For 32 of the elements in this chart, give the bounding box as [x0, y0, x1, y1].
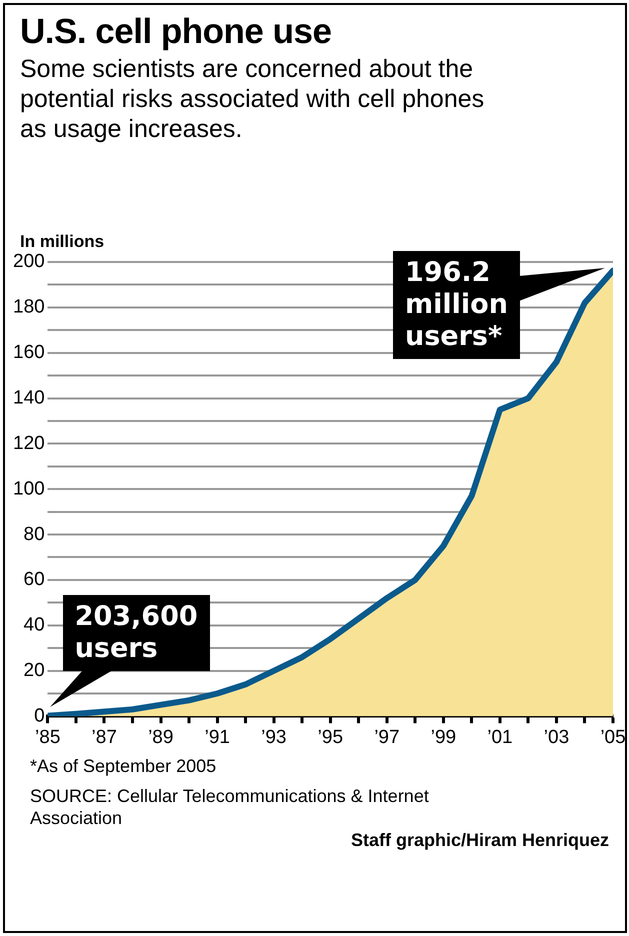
text: *As of September 2005: [30, 755, 216, 777]
speech-callout: 203,600 users: [50, 594, 210, 707]
x-tick-label: ’99: [430, 726, 456, 748]
annotation: 196.2 million users*: [393, 250, 520, 359]
chart-title: U.S. cell phone use: [20, 12, 332, 52]
y-tick-label: 160: [13, 342, 45, 364]
source-note: SOURCE: Cellular Telecommunications & Internet Association: [30, 785, 430, 829]
x-tick-label: ’93: [261, 726, 286, 748]
x-tick-label: ’87: [92, 726, 117, 748]
x-tick-label: ’95: [318, 726, 344, 748]
x-tick-label: ’97: [374, 726, 400, 748]
y-tick-label: 20: [24, 660, 45, 682]
y-tick-label: 0: [34, 705, 45, 726]
y-tick-label: 100: [13, 478, 45, 500]
y-tick-label: 140: [13, 387, 45, 408]
x-tick-label: ’89: [148, 726, 174, 748]
y-axis-title: In millions: [20, 232, 104, 252]
y-tick-label: 120: [13, 432, 45, 454]
x-tick-label: ’05: [600, 726, 626, 748]
annotation: 203,600 users: [62, 594, 210, 671]
x-tick-label: ’85: [35, 726, 60, 748]
y-tick-label: 40: [24, 614, 45, 636]
x-tick-label: ’91: [204, 726, 230, 748]
chart-subtitle: Some scientists are concerned about the potential risks associated with cell phones as usage increases.: [20, 54, 486, 144]
x-tick-label: ’03: [544, 726, 570, 748]
y-tick-label: 80: [24, 524, 45, 545]
x-tick-label: ’01: [487, 726, 513, 748]
text: Staff graphic/Hiram Henriquez: [350, 829, 609, 851]
speech-callout: 196.2 million users*: [393, 250, 605, 359]
y-tick-label: 200: [13, 251, 45, 272]
y-tick-label: 180: [13, 296, 45, 318]
y-tick-label: 60: [24, 569, 45, 590]
